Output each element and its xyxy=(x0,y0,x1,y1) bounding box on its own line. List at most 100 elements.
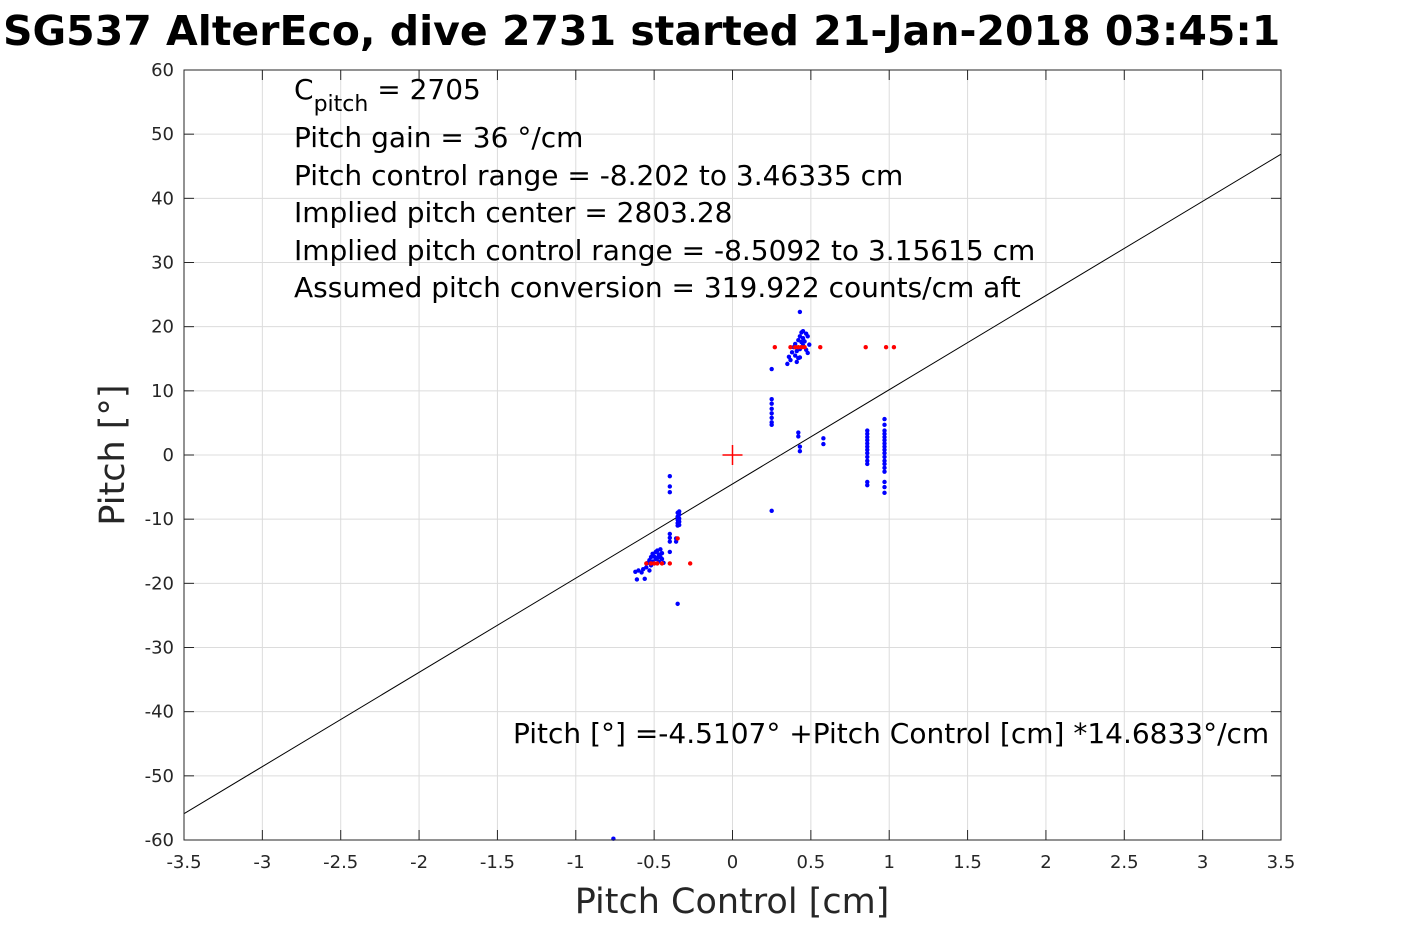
data-point xyxy=(675,601,680,607)
x-tick-label: 1.5 xyxy=(953,852,982,873)
data-point xyxy=(792,341,798,347)
data-point xyxy=(687,561,693,566)
data-point xyxy=(882,441,887,446)
x-tick-label: -1 xyxy=(567,852,585,873)
data-point xyxy=(805,334,810,339)
data-point xyxy=(882,458,887,463)
data-point xyxy=(863,345,868,350)
data-point xyxy=(769,406,774,411)
x-tick-label: -1.5 xyxy=(480,852,515,873)
y-tick-label: 50 xyxy=(151,124,174,145)
x-tick-label: 0 xyxy=(727,852,738,873)
fit-equation-annotation: Pitch [°] =-4.5107° +Pitch Control [cm] … xyxy=(513,717,1269,750)
data-point xyxy=(882,450,887,456)
y-axis-ticks: -60 -50 -40 -30 -20 -10 0 10 20 30 40 50 60 xyxy=(145,60,1281,851)
fit-line xyxy=(183,153,1282,815)
x-axis-ticks: -3.5 -3 -2.5 -2 -1.5 -1 -0.5 0 0.5 1 1.5 2 2.5 3 3.5 xyxy=(166,70,1295,873)
data-point xyxy=(667,535,673,540)
data-point xyxy=(677,516,682,521)
y-tick-label: -40 xyxy=(145,702,174,723)
data-point xyxy=(865,479,870,485)
data-point xyxy=(882,484,887,490)
y-tick-label: 20 xyxy=(151,317,174,338)
data-point xyxy=(667,539,673,544)
data-point xyxy=(769,396,774,402)
data-point xyxy=(658,547,663,552)
data-point xyxy=(648,561,654,566)
data-point xyxy=(797,448,803,454)
data-point xyxy=(805,350,810,356)
y-tick-label: -10 xyxy=(145,509,174,530)
data-point xyxy=(785,361,790,367)
y-tick-label: 10 xyxy=(151,381,174,402)
data-point xyxy=(797,444,803,449)
data-points xyxy=(611,309,897,841)
data-point xyxy=(659,550,665,556)
data-point xyxy=(772,345,778,350)
data-point xyxy=(677,522,682,528)
data-point xyxy=(655,561,660,566)
pitch-conversion-annotation: Assumed pitch conversion = 319.922 count… xyxy=(294,271,1021,304)
data-point xyxy=(677,519,682,524)
series-0 xyxy=(611,309,887,841)
data-point xyxy=(677,509,682,514)
y-tick-label: 30 xyxy=(151,253,174,274)
chart-title: SG537 AlterEco, dive 2731 started 21-Jan… xyxy=(3,7,1280,55)
data-point xyxy=(882,465,887,471)
implied-pitch-center-annotation: Implied pitch center = 2803.28 xyxy=(294,196,732,229)
data-point xyxy=(644,565,649,570)
y-tick-label: -60 xyxy=(145,830,174,851)
data-point xyxy=(797,309,803,315)
data-point xyxy=(788,345,793,350)
x-tick-label: 3 xyxy=(1197,852,1208,873)
data-point xyxy=(769,401,774,406)
x-tick-label: 0.5 xyxy=(797,852,826,873)
x-tick-label: -3 xyxy=(253,852,271,873)
data-point xyxy=(882,444,887,449)
x-tick-label: 2.5 xyxy=(1110,852,1139,873)
x-axis-label: Pitch Control [cm] xyxy=(575,882,890,922)
data-point xyxy=(882,469,887,474)
data-point xyxy=(769,411,774,416)
data-point xyxy=(659,556,665,562)
data-point xyxy=(796,430,801,435)
data-point xyxy=(891,345,897,350)
data-point xyxy=(865,438,870,443)
data-point xyxy=(788,357,793,363)
data-point xyxy=(799,345,804,350)
data-point xyxy=(865,431,870,437)
y-tick-label: 60 xyxy=(151,60,174,81)
x-tick-label: -0.5 xyxy=(637,852,672,873)
cpitch-annotation: Cpitch = 2705 xyxy=(294,73,481,117)
data-point xyxy=(882,416,887,422)
pitch-control-range-annotation: Pitch control range = -8.202 to 3.46335 … xyxy=(294,159,903,192)
implied-pitch-control-range-annotation: Implied pitch control range = -8.5092 to… xyxy=(294,234,1035,267)
x-tick-label: -2 xyxy=(410,852,428,873)
data-point xyxy=(882,422,887,428)
data-point xyxy=(882,461,887,467)
data-point xyxy=(634,577,640,582)
data-point xyxy=(792,345,798,350)
cpitch-value: = 2705 xyxy=(368,73,481,106)
fit-line-layer xyxy=(183,153,1282,815)
x-tick-label: 1 xyxy=(883,852,894,873)
data-point xyxy=(769,415,774,420)
x-tick-label: -3.5 xyxy=(166,852,201,873)
data-point xyxy=(677,512,682,517)
data-point xyxy=(802,345,807,350)
data-point xyxy=(865,461,870,467)
data-point xyxy=(642,576,647,582)
pitch-gain-annotation: Pitch gain = 36 °/cm xyxy=(294,121,583,154)
y-tick-label: -50 xyxy=(145,766,174,787)
data-point xyxy=(865,434,870,440)
y-tick-label: -30 xyxy=(145,638,174,659)
data-point xyxy=(667,531,673,537)
data-point xyxy=(865,444,870,449)
data-point xyxy=(865,482,870,488)
data-point xyxy=(882,490,887,496)
cpitch-symbol: C xyxy=(294,73,314,106)
annotations: Cpitch = 2705 Pitch gain = 36 °/cm Pitch… xyxy=(294,73,1269,750)
data-point xyxy=(651,561,657,566)
data-point xyxy=(865,454,870,460)
